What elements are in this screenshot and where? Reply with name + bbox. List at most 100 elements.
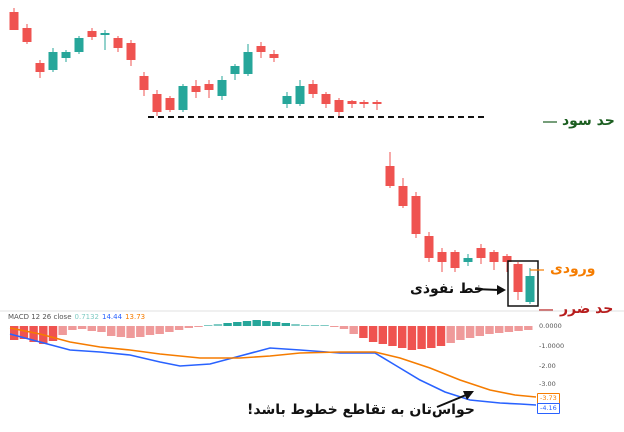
candle [424,232,434,262]
histogram-bar [349,326,358,334]
candle [243,44,253,76]
histogram-bar [87,326,96,331]
macd-value-tag: -4.16 [537,403,560,414]
histogram-bar [524,326,533,330]
breakout-arrow [474,285,506,295]
histogram-bar [107,326,116,336]
candle [9,8,19,30]
histogram-bar [19,326,29,339]
histogram-bar [436,326,446,346]
histogram-bar [485,326,494,334]
histogram-bar [213,324,223,326]
macd-axis-tick: -2.00 [539,362,556,370]
histogram-bar [456,326,465,340]
macd-legend-hist: 0.7132 [74,313,100,321]
histogram-bar [330,326,339,327]
histogram-bar [320,325,329,326]
candle [334,98,344,116]
histogram-bar [29,326,38,342]
price-candles [9,8,535,304]
histogram-bar [77,326,87,329]
macd-axis-tick: 0.0000 [539,322,562,330]
stop-loss-label: حد ضرر [560,301,614,317]
candle [321,92,331,108]
macd-legend-macd: 14.44 [102,313,123,321]
histogram-bar [378,326,387,344]
candle [126,40,136,66]
candle [525,268,535,304]
entry-label: ورودی [550,261,596,277]
histogram-bar [242,321,252,326]
macd-line [9,333,537,406]
macd-signal-line [9,327,537,398]
candle [513,262,523,300]
macd-axis-tick: -1.0000 [539,342,565,350]
histogram-bar [271,322,281,326]
histogram-bar [446,326,455,343]
candle [476,244,486,264]
histogram-bar [223,323,232,326]
candle [48,48,58,72]
histogram-bar [174,326,184,330]
histogram-bar [10,326,19,340]
candle [74,36,84,54]
histogram-bar [252,320,261,326]
candle [372,100,382,110]
histogram-bar [184,326,193,328]
histogram-bar [233,322,242,326]
candle [385,152,395,188]
candle [35,60,45,78]
histogram-bar [301,325,310,326]
candle [100,30,110,50]
histogram-bar [281,323,290,326]
histogram-bar [145,326,155,335]
candle [87,28,97,40]
macd-legend-signal: 13.73 [125,313,146,321]
candle [269,50,279,62]
candle [437,248,447,272]
histogram-bar [291,324,300,326]
candle [411,192,421,238]
candle [22,24,32,44]
histogram-bar [48,326,58,341]
candle [152,90,162,116]
histogram-bar [398,326,407,348]
candle [139,72,149,96]
histogram-bar [136,326,145,337]
candle [217,76,227,100]
histogram-bar [165,326,174,332]
candle [347,100,357,108]
histogram-bar [475,326,484,336]
histogram-bar [427,326,436,348]
histogram-bar [339,326,349,329]
candle [398,178,408,208]
warning-label: حواس‌تان به تقاطع خطوط باشد! [247,402,475,418]
warning-arrow [436,391,474,408]
macd-legend-name: MACD 12 26 close [8,313,72,321]
candle [230,64,240,80]
candle [256,42,266,58]
candle [61,50,71,62]
macd-legend: MACD 12 26 close 0.7132 14.44 13.73 [8,313,148,321]
histogram-bar [262,321,271,326]
histogram-bar [97,326,106,332]
candle [359,100,369,108]
histogram-bar [407,326,417,350]
histogram-bar [417,326,426,349]
histogram-bar [514,326,523,331]
histogram-bar [116,326,126,337]
candle [282,92,292,108]
macd-axis-tick: -3.00 [539,380,556,388]
histogram-bar [58,326,67,335]
candle [463,254,473,266]
candle [191,80,201,98]
histogram-bar [204,325,213,326]
histogram-bar [155,326,164,334]
histogram-bar [388,326,397,346]
candle [295,80,305,106]
candle [308,80,318,98]
candle [489,250,499,270]
take-profit-label: حد سود [562,113,615,129]
macd-histogram [10,320,533,350]
